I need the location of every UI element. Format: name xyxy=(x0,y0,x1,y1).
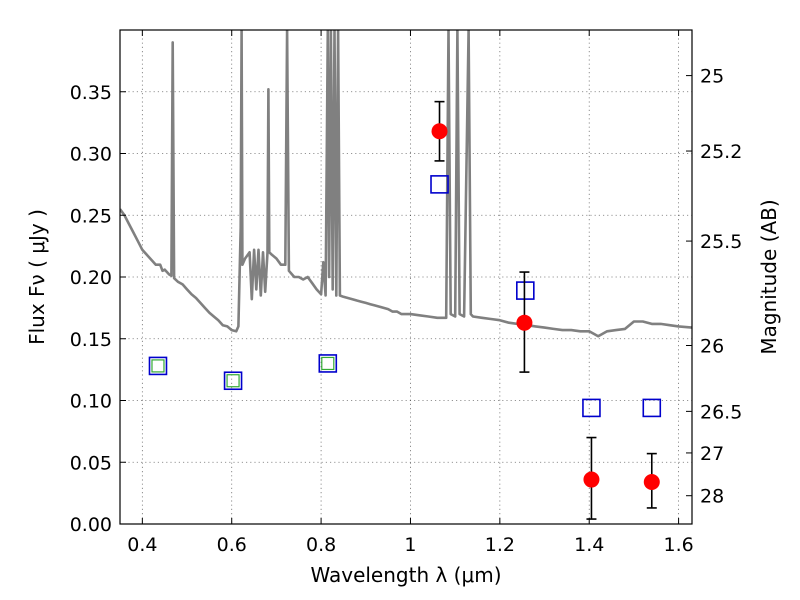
model-photometry-inner-square xyxy=(151,359,165,373)
right-tick-label: 26 xyxy=(700,335,724,357)
y-tick-label: 0.30 xyxy=(70,144,112,166)
right-axis-label: Magnitude (AB) xyxy=(757,199,781,354)
x-tick-label: 1.2 xyxy=(485,534,515,556)
model-photometry-inner-square xyxy=(321,356,335,371)
model-photometry-square xyxy=(430,175,449,194)
right-tick-label: 26.5 xyxy=(700,401,742,423)
x-axis-label: Wavelength λ (μm) xyxy=(310,563,501,587)
model-photometry-square xyxy=(582,398,601,418)
model-photometry-layer xyxy=(148,175,662,418)
tick-labels: 0.4 0.6 0.8 1 1.2 1.4 1.6 0.00 0.05 0.10 0.15 0.20 0… xyxy=(70,66,743,556)
y-axis-label: Flux Fν ( μJy ) xyxy=(25,209,49,345)
ticks xyxy=(120,30,692,525)
observed-flux-point xyxy=(643,474,660,491)
x-tick-label: 0.4 xyxy=(127,534,157,556)
x-tick-label: 0.8 xyxy=(306,534,336,556)
y-tick-label: 0.20 xyxy=(70,267,112,289)
right-tick-label: 25.5 xyxy=(700,231,742,253)
model-photometry-square xyxy=(642,398,662,418)
y-tick-label: 0.00 xyxy=(70,514,112,536)
model-photometry-square xyxy=(318,354,338,373)
x-tick-label: 1 xyxy=(404,534,416,556)
model-photometry-square xyxy=(148,356,168,376)
model-spectrum-layer xyxy=(120,30,692,338)
model-spectrum-line xyxy=(120,30,692,338)
right-tick-label: 25 xyxy=(700,66,724,88)
observed-photometry-layer xyxy=(431,100,660,520)
right-tick-label: 25.2 xyxy=(700,141,742,163)
model-photometry-square xyxy=(223,371,243,391)
x-tick-label: 1.6 xyxy=(663,534,693,556)
observed-flux-point xyxy=(583,471,600,488)
y-tick-label: 0.05 xyxy=(70,452,112,474)
model-photometry-inner-square xyxy=(226,374,240,388)
y-tick-label: 0.10 xyxy=(70,391,112,413)
observed-flux-point xyxy=(431,123,448,140)
grid xyxy=(120,30,692,525)
right-tick-label: 28 xyxy=(700,486,724,508)
x-tick-label: 1.4 xyxy=(574,534,604,556)
right-tick-label: 27 xyxy=(700,443,724,465)
y-tick-label: 0.15 xyxy=(70,329,112,351)
y-tick-label: 0.35 xyxy=(70,82,112,104)
observed-flux-point xyxy=(516,314,533,331)
y-tick-label: 0.25 xyxy=(70,205,112,227)
model-photometry-square xyxy=(516,281,535,300)
x-tick-label: 0.6 xyxy=(217,534,247,556)
